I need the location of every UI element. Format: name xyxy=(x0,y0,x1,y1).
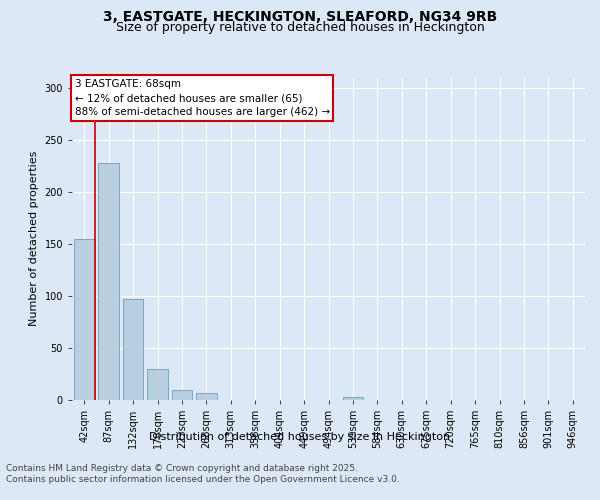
Bar xyxy=(74,239,95,400)
Bar xyxy=(172,390,193,400)
Y-axis label: Number of detached properties: Number of detached properties xyxy=(29,151,39,326)
Bar xyxy=(122,299,143,400)
Bar xyxy=(343,397,364,400)
Text: Distribution of detached houses by size in Heckington: Distribution of detached houses by size … xyxy=(149,432,451,442)
Text: 3, EASTGATE, HECKINGTON, SLEAFORD, NG34 9RB: 3, EASTGATE, HECKINGTON, SLEAFORD, NG34 … xyxy=(103,10,497,24)
Text: Contains HM Land Registry data © Crown copyright and database right 2025.: Contains HM Land Registry data © Crown c… xyxy=(6,464,358,473)
Bar xyxy=(196,392,217,400)
Text: Contains public sector information licensed under the Open Government Licence v3: Contains public sector information licen… xyxy=(6,475,400,484)
Text: Size of property relative to detached houses in Heckington: Size of property relative to detached ho… xyxy=(116,22,484,35)
Bar xyxy=(147,369,168,400)
Bar xyxy=(98,163,119,400)
Text: 3 EASTGATE: 68sqm
← 12% of detached houses are smaller (65)
88% of semi-detached: 3 EASTGATE: 68sqm ← 12% of detached hous… xyxy=(74,79,329,117)
